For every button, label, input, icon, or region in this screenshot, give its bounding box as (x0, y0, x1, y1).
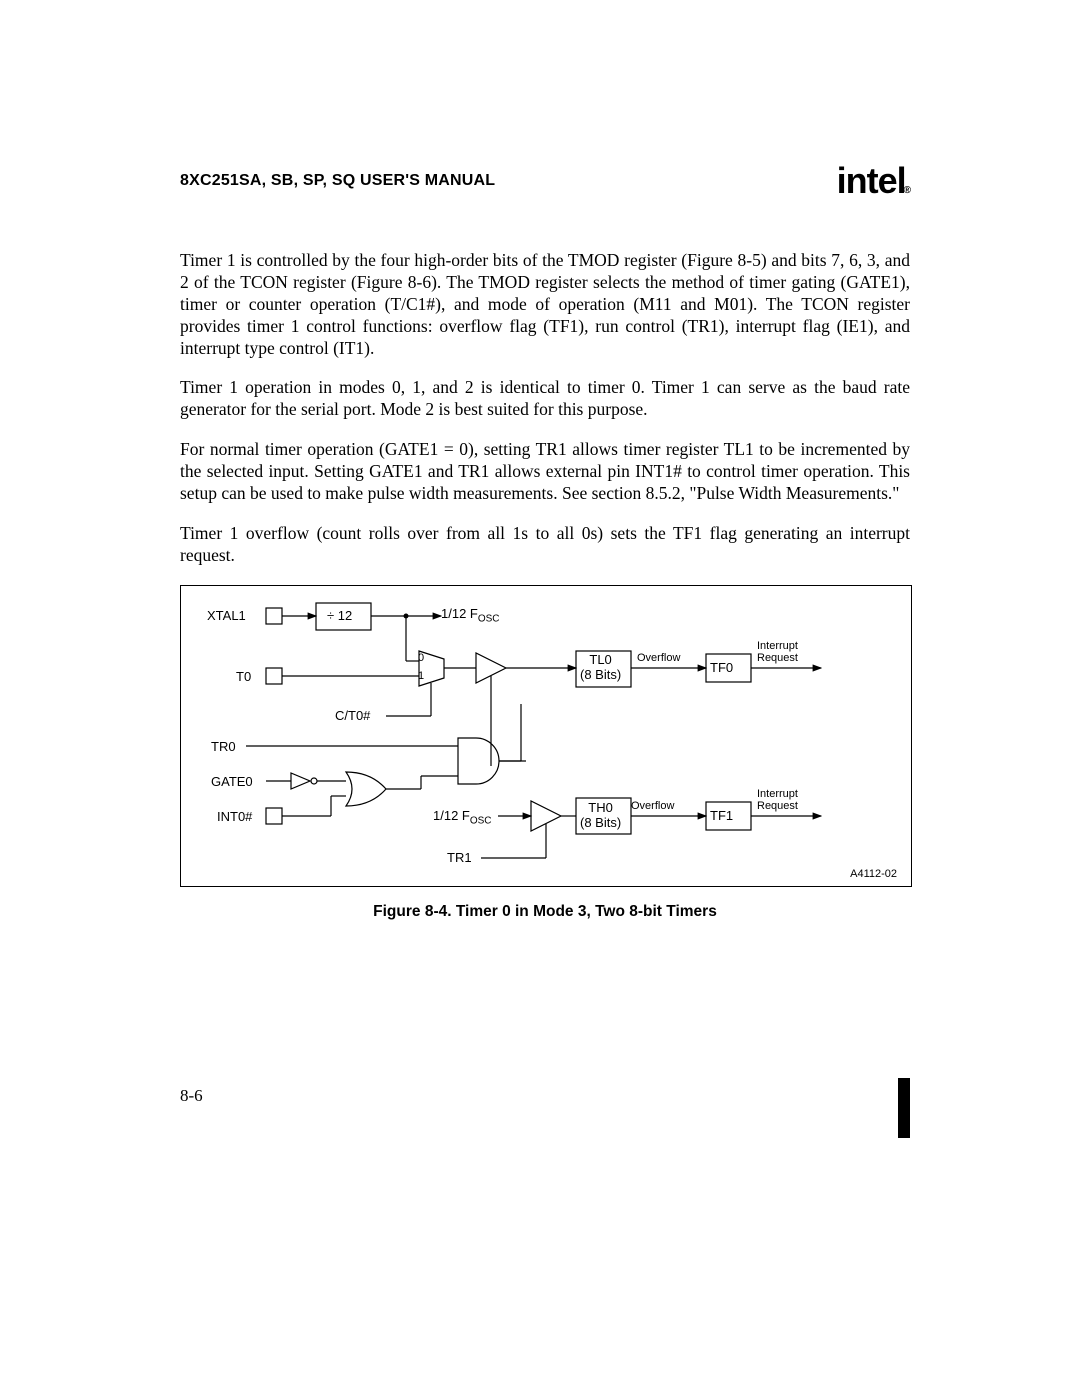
label-tf0: TF0 (710, 660, 733, 675)
page-number: 8-6 (180, 1086, 203, 1106)
paragraph-4: Timer 1 overflow (count rolls over from … (180, 523, 910, 567)
label-tr1: TR1 (447, 850, 472, 865)
logo-text: intel (837, 160, 906, 201)
manual-title: 8XC251SA, SB, SP, SQ USER'S MANUAL (180, 172, 495, 190)
figure-8-4-diagram: XTAL1 ÷ 12 1/12 FOSC T0 0 1 C/T0# TR0 GA… (180, 585, 912, 887)
intel-logo: intel® (837, 160, 910, 202)
paragraph-3: For normal timer operation (GATE1 = 0), … (180, 439, 910, 505)
label-fosc2: 1/12 FOSC (433, 808, 492, 827)
diagram-svg (181, 586, 911, 886)
logo-registered: ® (904, 185, 910, 196)
diagram-ref-id: A4112-02 (850, 868, 897, 880)
label-fosc1: 1/12 FOSC (441, 606, 500, 625)
paragraph-2: Timer 1 operation in modes 0, 1, and 2 i… (180, 377, 910, 421)
header-row: 8XC251SA, SB, SP, SQ USER'S MANUAL intel… (180, 160, 910, 202)
label-t0: T0 (236, 669, 251, 684)
label-intreq2: Interrupt Request (757, 788, 798, 812)
figure-caption: Figure 8-4. Timer 0 in Mode 3, Two 8-bit… (180, 903, 910, 921)
label-overflow1: Overflow (637, 652, 680, 664)
label-xtal1: XTAL1 (207, 608, 246, 623)
label-mux1: 1 (418, 670, 424, 682)
corner-crop-mark (898, 1078, 910, 1138)
label-th0: TH0 (8 Bits) (580, 800, 621, 831)
label-tr0: TR0 (211, 739, 236, 754)
page-container: 8XC251SA, SB, SP, SQ USER'S MANUAL intel… (0, 0, 1080, 1397)
paragraph-1: Timer 1 is controlled by the four high-o… (180, 250, 910, 359)
label-mux0: 0 (418, 652, 424, 664)
label-ct0: C/T0# (335, 708, 370, 723)
label-gate0: GATE0 (211, 774, 253, 789)
label-tf1: TF1 (710, 808, 733, 823)
label-overflow2: Overflow (631, 800, 674, 812)
label-int0: INT0# (217, 809, 252, 824)
label-div12: ÷ 12 (327, 608, 352, 623)
label-intreq1: Interrupt Request (757, 640, 798, 664)
label-tl0: TL0 (8 Bits) (580, 652, 621, 683)
